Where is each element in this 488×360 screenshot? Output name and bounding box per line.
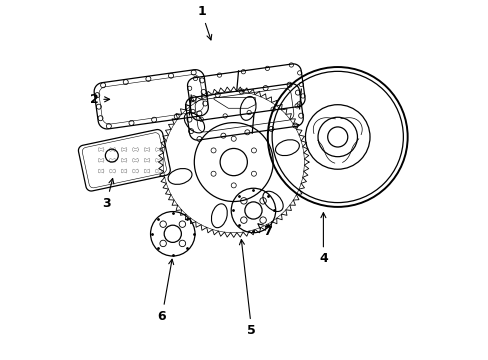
Text: 1: 1 <box>197 5 211 40</box>
Text: 3: 3 <box>102 179 114 210</box>
Text: 4: 4 <box>318 213 327 265</box>
Text: 7: 7 <box>258 224 272 238</box>
Text: 5: 5 <box>239 239 256 337</box>
Text: 2: 2 <box>89 93 109 106</box>
Text: 6: 6 <box>158 259 173 323</box>
